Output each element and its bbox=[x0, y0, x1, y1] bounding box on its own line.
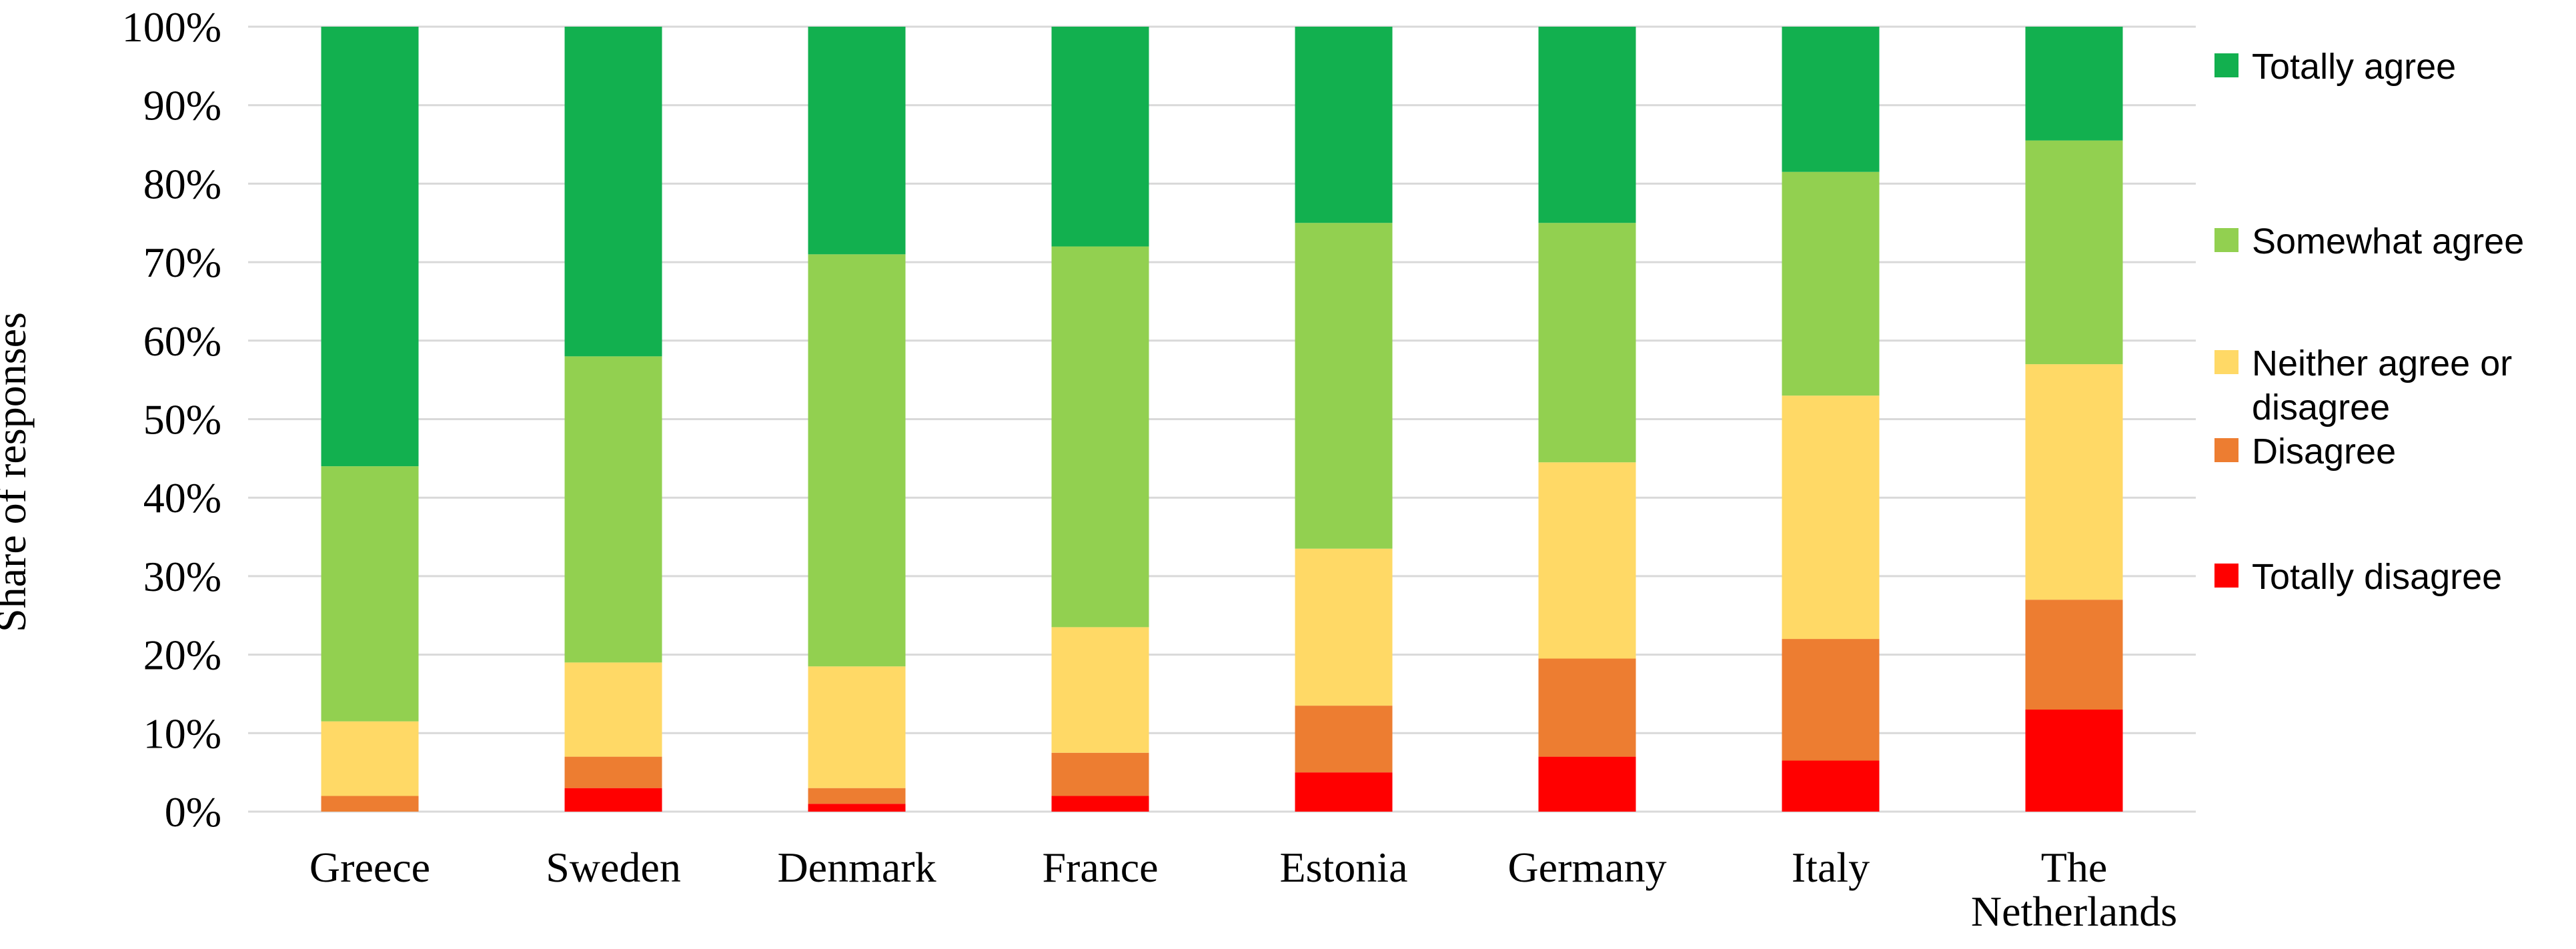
bar-segment bbox=[1782, 395, 1880, 640]
bar-segment bbox=[564, 756, 662, 788]
x-tick-label: France bbox=[1042, 844, 1158, 891]
x-tick-label: Germany bbox=[1507, 844, 1666, 891]
bar-segment bbox=[1295, 27, 1393, 223]
legend-label: Disagree bbox=[2252, 431, 2396, 471]
y-tick-labels: 0% 10% 20% 30% 40% 50% 60% 70% 80% 90% 100% bbox=[122, 3, 221, 836]
bar-segment bbox=[2025, 600, 2123, 710]
bar-segment bbox=[564, 27, 662, 357]
legend-swatch bbox=[2214, 438, 2238, 462]
y-tick-label: 60% bbox=[143, 317, 221, 365]
legend-swatch bbox=[2214, 228, 2238, 252]
x-tick-label: The bbox=[2041, 844, 2108, 891]
bar-segment bbox=[1538, 462, 1636, 659]
legend-label: Totally disagree bbox=[2252, 557, 2502, 597]
legend-label: Totally agree bbox=[2252, 47, 2456, 87]
y-tick-label: 50% bbox=[143, 396, 221, 443]
legend-label: Neither agree or bbox=[2252, 343, 2512, 383]
bar-segment bbox=[1295, 772, 1393, 812]
bar-segment bbox=[2025, 27, 2123, 141]
bars bbox=[321, 27, 2123, 812]
bar-segment bbox=[2025, 140, 2123, 365]
bar-segment bbox=[2025, 709, 2123, 812]
bar-segment bbox=[1782, 171, 1880, 396]
bar-segment bbox=[2025, 364, 2123, 600]
y-tick-label: 90% bbox=[143, 82, 221, 129]
y-tick-label: 80% bbox=[143, 160, 221, 207]
y-tick-label: 0% bbox=[165, 788, 221, 836]
bar-segment bbox=[1295, 548, 1393, 706]
bar-segment bbox=[321, 27, 419, 467]
legend-label: Somewhat agree bbox=[2252, 221, 2524, 261]
bar-segment bbox=[1538, 756, 1636, 812]
x-tick-labels: Greece Sweden Denmark France Estonia Germany I… bbox=[309, 844, 2177, 935]
bar-segment bbox=[808, 804, 906, 812]
bar-segment bbox=[564, 662, 662, 757]
x-tick-label: Sweden bbox=[546, 844, 681, 891]
x-tick-label: Greece bbox=[309, 844, 430, 891]
bar-segment bbox=[1538, 223, 1636, 463]
bar-segment bbox=[321, 721, 419, 796]
x-tick-label: Italy bbox=[1792, 844, 1870, 891]
bar-segment bbox=[321, 466, 419, 722]
legend-swatch bbox=[2214, 350, 2238, 374]
bar-segment bbox=[564, 788, 662, 812]
x-tick-label: Estonia bbox=[1280, 844, 1408, 891]
bar-segment bbox=[1051, 752, 1149, 796]
legend-label: disagree bbox=[2252, 387, 2390, 427]
bar-segment bbox=[1782, 639, 1880, 761]
y-tick-label: 20% bbox=[143, 632, 221, 679]
bar-segment bbox=[1538, 658, 1636, 757]
bar-segment bbox=[808, 27, 906, 255]
y-tick-label: 70% bbox=[143, 239, 221, 286]
bar-segment bbox=[1051, 27, 1149, 247]
legend-swatch bbox=[2214, 564, 2238, 588]
bar-segment bbox=[1782, 27, 1880, 172]
gridlines bbox=[248, 25, 2196, 813]
bar-segment bbox=[808, 788, 906, 804]
x-tick-label: Denmark bbox=[777, 844, 936, 891]
legend-swatch bbox=[2214, 53, 2238, 77]
bar-segment bbox=[1538, 27, 1636, 223]
y-tick-label: 10% bbox=[143, 710, 221, 757]
bar-segment bbox=[1295, 223, 1393, 549]
y-tick-label: 40% bbox=[143, 474, 221, 522]
bar-segment bbox=[808, 254, 906, 667]
bar-segment bbox=[1782, 760, 1880, 812]
bar-segment bbox=[1051, 796, 1149, 812]
bar-segment bbox=[808, 666, 906, 788]
bar-segment bbox=[1051, 246, 1149, 628]
bar-segment bbox=[321, 796, 419, 812]
bar-segment bbox=[1051, 627, 1149, 753]
x-tick-label: Netherlands bbox=[1971, 888, 2177, 935]
legend: Totally agree Somewhat agree Neither agree… bbox=[2214, 47, 2524, 597]
bar-segment bbox=[564, 356, 662, 663]
y-axis-title: Share of responses bbox=[0, 312, 35, 632]
bar-segment bbox=[1295, 706, 1393, 773]
y-tick-label: 100% bbox=[122, 3, 221, 51]
y-tick-label: 30% bbox=[143, 553, 221, 600]
